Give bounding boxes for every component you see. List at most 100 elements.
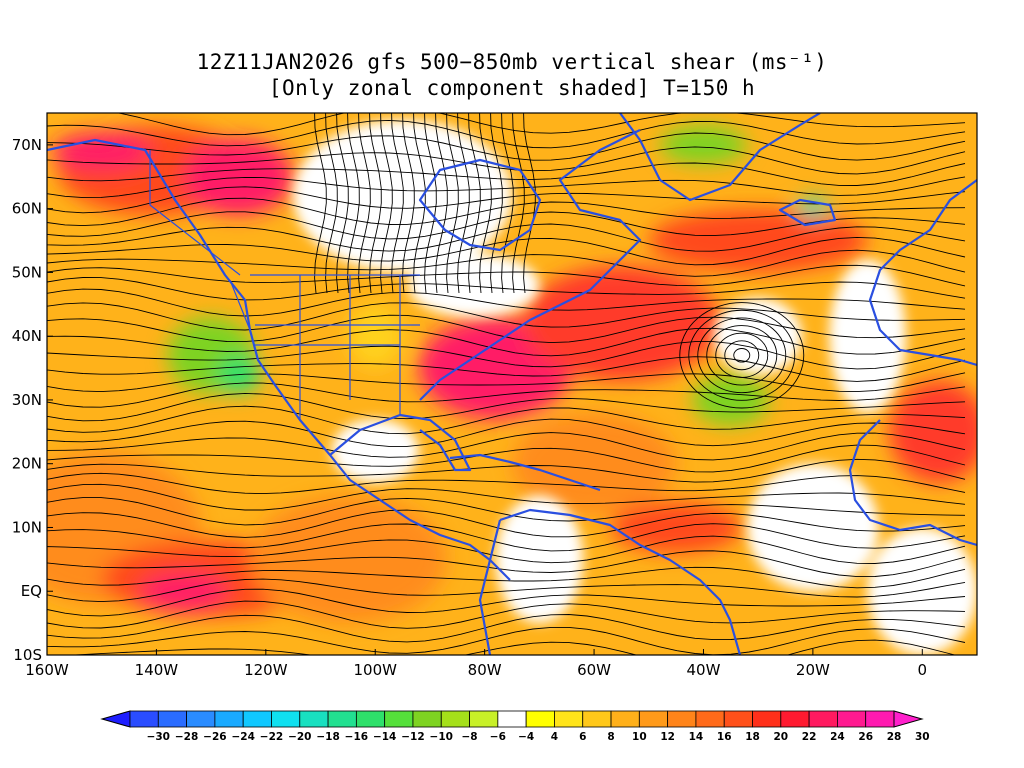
colorbar-swatch — [242, 710, 272, 728]
streamline-18 — [47, 341, 966, 370]
colorbar-label: 12 — [660, 731, 675, 743]
blank-region-3 — [829, 259, 906, 413]
cuba-caribbean — [449, 453, 601, 492]
streamline-39 — [47, 614, 966, 643]
streamline-11 — [47, 249, 966, 277]
us-state-borders — [149, 150, 420, 420]
streamline-10 — [47, 236, 966, 266]
colorbar-swatch — [610, 710, 640, 728]
europe-coast — [868, 179, 977, 367]
lat-label: 40N — [12, 327, 42, 345]
gulf-coast — [329, 413, 472, 472]
latitude-axis: 70N 60N 50N 40N 30N 20N 10N EQ 10S — [12, 136, 53, 664]
streamline-27 — [47, 458, 966, 483]
streamline-34 — [47, 550, 966, 578]
streamline-9 — [47, 223, 966, 252]
meridional-streamline — [490, 113, 503, 294]
streamline-19 — [47, 356, 966, 382]
colorbar-label: 28 — [887, 731, 902, 743]
africa-coast — [848, 419, 977, 547]
vortex-streamline-17 — [724, 340, 760, 371]
colorbar-label: 30 — [915, 731, 930, 743]
meridional-streamline — [523, 113, 536, 294]
colorbar-label: −28 — [175, 731, 198, 743]
shading-region-15 — [692, 374, 770, 426]
lat-label: 20N — [12, 455, 42, 473]
blank-region-7 — [495, 495, 584, 624]
meridional-streamline — [380, 113, 393, 294]
greenland — [619, 113, 821, 202]
shading-region-6 — [52, 132, 151, 171]
meridional-streamline — [325, 113, 338, 294]
streamline-16 — [47, 314, 966, 344]
colorbar-swatch — [469, 710, 499, 728]
meridional-streamline — [512, 113, 525, 294]
meridional-streamline — [314, 113, 327, 294]
meridional-streamline — [457, 113, 470, 294]
colorbar-label: 18 — [745, 731, 760, 743]
blank-region-4 — [747, 463, 879, 592]
colorbar-swatch — [865, 710, 895, 728]
colorbar-label: −8 — [462, 731, 478, 743]
north-america-west-coast — [47, 138, 511, 581]
lat-label: EQ — [21, 582, 42, 600]
streamline-21 — [47, 382, 966, 408]
lon-label: 0 — [918, 661, 928, 679]
streamline-0 — [47, 113, 966, 136]
streamline-30 — [47, 497, 966, 526]
colorbar: −30 −28 −26 −24 −22 −20 −18 −16 −14 −12 −10 −8 −6 −4 4… — [100, 710, 930, 743]
colorbar-swatch — [837, 710, 867, 728]
meridional-streamline — [413, 113, 426, 294]
colorbar-label: −30 — [147, 731, 170, 743]
colorbar-label: −12 — [401, 731, 424, 743]
streamline-24 — [47, 418, 966, 447]
colorbar-swatch — [271, 710, 301, 728]
shading-region-8 — [522, 266, 720, 381]
streamline-22 — [47, 392, 966, 422]
shading-region-16 — [659, 125, 748, 165]
lon-label: 120W — [244, 661, 288, 679]
vortex-streamline-8 — [733, 348, 751, 363]
colorbar-swatch — [638, 710, 669, 728]
blank-region-0 — [293, 119, 512, 273]
colorbar-swatch — [299, 710, 329, 728]
colorbar-lower-arrow — [100, 710, 131, 728]
hudson-bay — [418, 158, 542, 252]
vortex-streamline-35 — [706, 325, 778, 386]
lon-label: 140W — [135, 661, 179, 679]
streamline-32 — [47, 523, 966, 552]
map-plot-area — [47, 113, 977, 655]
south-america-coast — [478, 508, 742, 655]
colorbar-label: −20 — [288, 731, 311, 743]
streamlines — [47, 113, 966, 655]
colorbar-swatch — [355, 710, 386, 728]
colorbar-label: 10 — [632, 731, 647, 743]
streamline-28 — [47, 472, 966, 495]
streamline-29 — [47, 483, 966, 511]
streamline-38 — [47, 600, 966, 629]
colorbar-label: −14 — [373, 731, 396, 743]
colorbar-label: 24 — [830, 731, 845, 743]
colorbar-label: −26 — [203, 731, 226, 743]
colorbar-swatch — [695, 710, 725, 728]
colorbar-swatch — [157, 710, 187, 728]
streamline-41 — [47, 639, 957, 655]
streamline-40 — [47, 626, 966, 655]
colorbar-label: −18 — [316, 731, 339, 743]
meridional-streamline — [446, 113, 459, 294]
meridional-streamline — [358, 113, 371, 294]
lon-label: 40W — [687, 661, 721, 679]
colorbar-label: 6 — [579, 731, 586, 743]
meridional-streamline — [479, 113, 492, 294]
meridional-streamline — [402, 113, 415, 294]
streamline-33 — [47, 535, 966, 564]
colorbar-label: 14 — [689, 731, 704, 743]
colorbar-swatch — [440, 710, 470, 728]
colorbar-label: 16 — [717, 731, 732, 743]
lon-label: 20W — [796, 661, 830, 679]
lat-label: 70N — [12, 136, 42, 154]
meridional-streamline — [424, 113, 437, 294]
streamline-8 — [47, 211, 966, 240]
streamline-15 — [47, 302, 966, 331]
